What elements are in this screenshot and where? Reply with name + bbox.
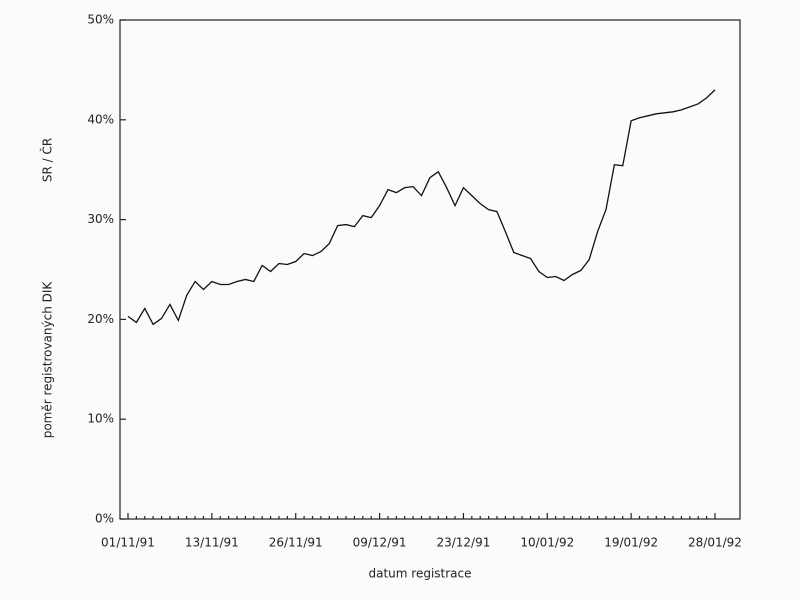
y-axis-label: poměr registrovaných DIK	[41, 281, 55, 439]
x-tick-label: 23/12/91	[436, 536, 490, 550]
x-axis-label: datum registrace	[368, 567, 471, 581]
x-tick-label: 26/11/91	[269, 536, 323, 550]
plot-frame	[119, 19, 741, 520]
y-tick-label: 0%	[95, 512, 114, 526]
y-tick-label: 30%	[87, 212, 114, 226]
x-tick-label: 13/11/91	[185, 536, 239, 550]
y-tick-label: 20%	[87, 312, 114, 326]
y-tick-label: 10%	[87, 412, 114, 426]
x-tick-label: 19/01/92	[604, 536, 658, 550]
y-tick-label: 50%	[87, 13, 114, 27]
line	[127, 89, 716, 326]
x-tick-label: 28/01/92	[688, 536, 742, 550]
y-axis-label: SR / ČR	[40, 138, 55, 182]
x-tick-label: 01/11/91	[101, 536, 155, 550]
y-tick-label: 40%	[87, 112, 114, 126]
x-tick-label: 09/12/91	[353, 536, 407, 550]
x-tick-label: 10/01/92	[520, 536, 574, 550]
